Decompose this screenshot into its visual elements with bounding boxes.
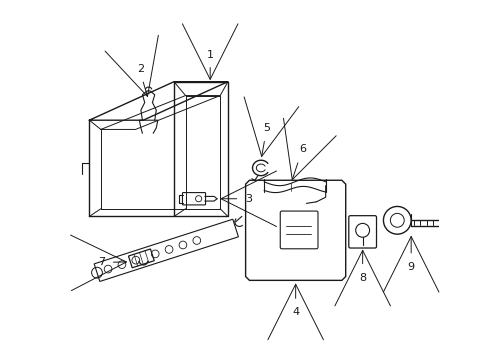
Text: 3: 3 — [244, 194, 251, 204]
Text: 5: 5 — [263, 122, 270, 132]
Text: 2: 2 — [137, 64, 144, 74]
Text: 8: 8 — [358, 273, 366, 283]
Text: 1: 1 — [206, 50, 213, 60]
Text: 9: 9 — [407, 262, 414, 272]
Text: 7: 7 — [98, 257, 105, 267]
Text: 6: 6 — [299, 144, 305, 154]
Text: 4: 4 — [291, 306, 299, 316]
